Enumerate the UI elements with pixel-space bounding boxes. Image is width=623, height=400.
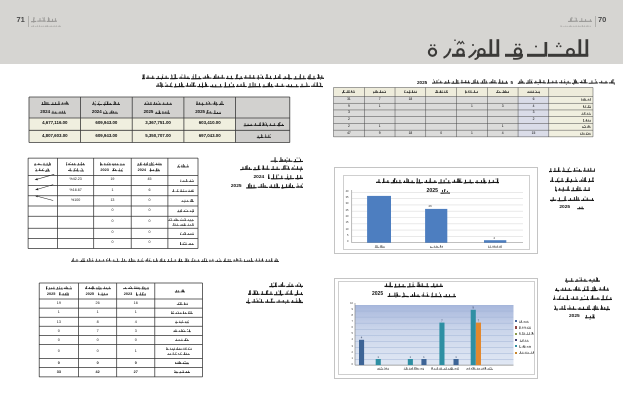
svg-text:1: 1 — [423, 355, 425, 359]
svg-text:4: 4 — [361, 336, 363, 340]
svg-text:1: 1 — [377, 355, 379, 359]
svg-text:1: 1 — [455, 355, 457, 359]
svg-text:1: 1 — [410, 355, 412, 359]
svg-text:9: 9 — [472, 306, 474, 310]
svg-text:7: 7 — [441, 318, 443, 322]
svg-text:7: 7 — [478, 318, 480, 322]
